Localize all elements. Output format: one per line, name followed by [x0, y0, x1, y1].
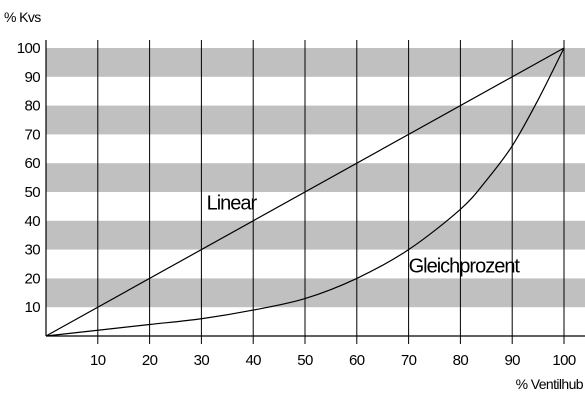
- gray-band: [46, 105, 585, 135]
- y-tick-label: 80: [25, 98, 41, 115]
- y-tick-label: 90: [25, 69, 41, 86]
- gray-band: [46, 163, 585, 192]
- vertical-gridlines: [97, 40, 565, 344]
- x-tick-label: 80: [453, 352, 469, 369]
- x-axis-label: % Ventilhub: [516, 376, 584, 392]
- x-tick-label: 10: [90, 352, 106, 369]
- y-tick-label: 30: [25, 242, 41, 259]
- gray-band: [46, 220, 585, 250]
- x-tick-labels: 10 20 30 40 50 60 70 80 90 100: [90, 352, 576, 369]
- y-tick-labels: 10 20 30 40 50 60 70 80 90 100: [17, 40, 41, 316]
- y-tick-label: 20: [25, 270, 41, 287]
- series-line-gleichprozent: [45, 47, 565, 337]
- gray-band: [46, 48, 585, 77]
- series-line-linear: [45, 47, 565, 337]
- annotations: Linear Gleichprozent: [207, 192, 522, 278]
- x-tick-label: 40: [245, 352, 261, 369]
- x-tick-label: 100: [552, 352, 575, 369]
- y-tick-label: 70: [25, 126, 41, 143]
- y-tick-label: 10: [25, 299, 41, 316]
- y-axis-label: % Kvs: [4, 9, 41, 25]
- x-tick-label: 70: [401, 352, 417, 369]
- x-tick-label: 30: [194, 352, 210, 369]
- y-tick-label: 40: [25, 213, 41, 230]
- y-tick-label: 60: [25, 155, 41, 172]
- gray-band: [46, 278, 585, 308]
- x-tick-label: 60: [349, 352, 365, 369]
- y-tick-label: 50: [25, 184, 41, 201]
- x-tick-label: 90: [504, 352, 520, 369]
- annotation-gleichprozent: Gleichprozent: [409, 256, 521, 278]
- axes: [45, 40, 585, 337]
- gray-bands: [46, 48, 585, 308]
- annotation-linear: Linear: [207, 192, 258, 214]
- y-tick-label: 100: [17, 40, 40, 57]
- x-tick-label: 20: [142, 352, 158, 369]
- x-tick-label: 50: [297, 352, 313, 369]
- series-lines: [45, 47, 565, 337]
